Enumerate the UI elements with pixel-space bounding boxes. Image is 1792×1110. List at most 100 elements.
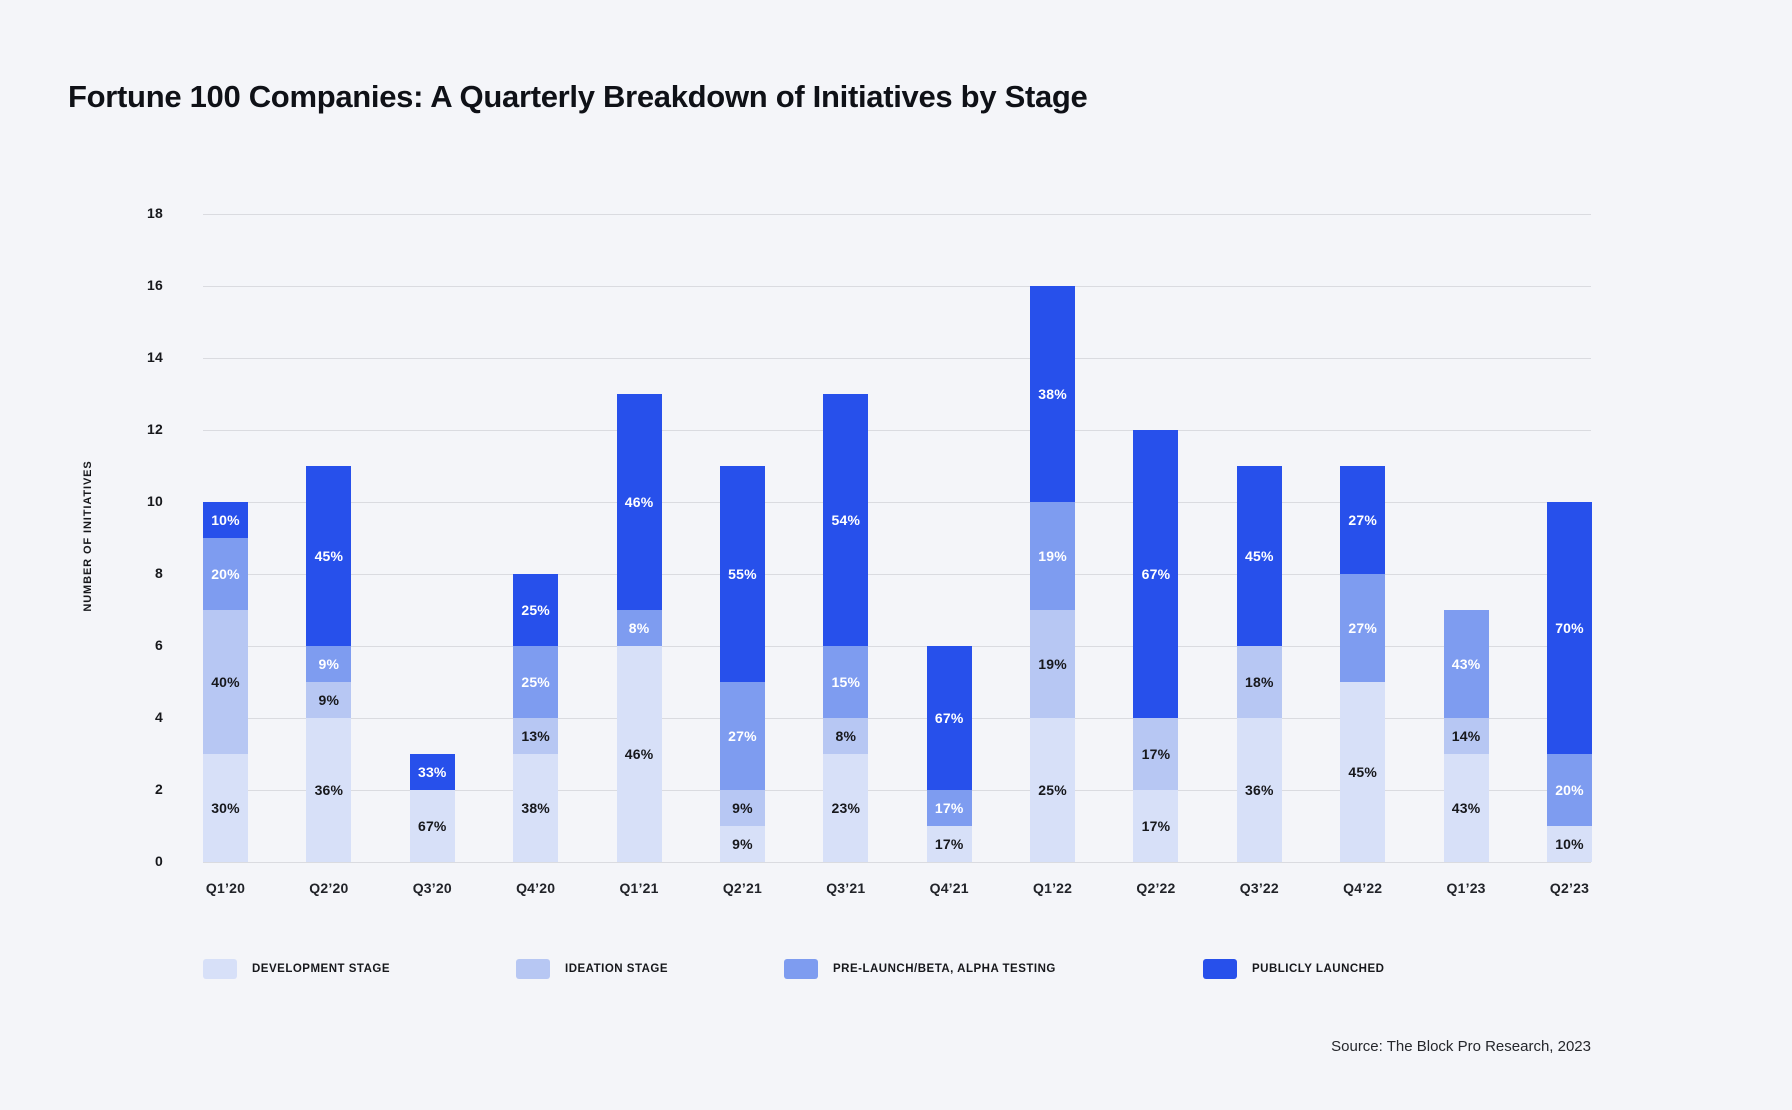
bar-segment-label: 10% bbox=[1555, 836, 1584, 852]
bar-segment: 27% bbox=[719, 682, 765, 790]
bar-segment: 45% bbox=[1340, 682, 1386, 862]
bar-segment-label: 8% bbox=[628, 620, 650, 636]
bar-segment: 10% bbox=[1547, 826, 1592, 862]
bar-segment-label: 45% bbox=[314, 548, 344, 564]
x-tick-label: Q2’22 bbox=[1136, 880, 1176, 896]
bar-segment-label: 67% bbox=[417, 818, 447, 834]
bar-segment-label: 17% bbox=[934, 836, 964, 852]
bar-segment-label: 9% bbox=[732, 836, 753, 852]
bar-segment-label: 27% bbox=[728, 728, 757, 744]
bar-segment-label: 55% bbox=[728, 566, 757, 582]
bar-segment: 17% bbox=[1133, 718, 1179, 790]
bar-segment-label: 45% bbox=[1245, 548, 1274, 564]
bar-segment-label: 20% bbox=[1555, 782, 1584, 798]
grid-line bbox=[203, 429, 1591, 431]
bar-segment-label: 8% bbox=[835, 728, 857, 744]
bar-segment: 40% bbox=[203, 610, 248, 754]
x-tick-label: Q1’23 bbox=[1446, 880, 1486, 896]
x-tick-label: Q3’21 bbox=[826, 880, 866, 896]
bar-segment: 9% bbox=[719, 790, 765, 826]
bar-segment: 20% bbox=[1547, 754, 1592, 826]
bar-segment-label: 15% bbox=[831, 674, 861, 690]
bar-segment-label: 46% bbox=[624, 494, 654, 510]
bar-segment-label: 67% bbox=[934, 710, 964, 726]
bar-segment: 67% bbox=[1133, 430, 1179, 718]
bar-segment: 55% bbox=[719, 466, 765, 682]
legend-label: PUBLICLY LAUNCHED bbox=[1252, 963, 1385, 975]
bar-segment-label: 17% bbox=[934, 800, 964, 816]
bar-segment: 9% bbox=[306, 646, 352, 682]
bar-segment: 13% bbox=[513, 718, 559, 754]
y-tick-label: 2 bbox=[155, 781, 163, 797]
bar-segment: 8% bbox=[823, 718, 869, 754]
bar-segment: 30% bbox=[203, 754, 248, 862]
bar-segment-label: 18% bbox=[1245, 674, 1274, 690]
legend-swatch bbox=[203, 959, 237, 979]
x-tick-label: Q2’21 bbox=[722, 880, 762, 896]
y-tick-label: 4 bbox=[155, 709, 163, 725]
bar-segment-label: 70% bbox=[1555, 620, 1584, 636]
y-tick-label: 16 bbox=[147, 277, 163, 293]
grid-line bbox=[203, 357, 1591, 359]
x-tick-label: Q4’20 bbox=[516, 880, 556, 896]
legend-label: PRE-LAUNCH/BETA, ALPHA TESTING bbox=[833, 963, 1056, 975]
bar-segment-label: 38% bbox=[521, 800, 550, 816]
bar-segment: 43% bbox=[1443, 754, 1489, 862]
bar-segment: 36% bbox=[306, 718, 352, 862]
bar-segment: 8% bbox=[616, 610, 662, 646]
y-tick-label: 12 bbox=[147, 421, 163, 437]
bar-segment: 9% bbox=[306, 682, 352, 718]
grid-line bbox=[203, 213, 1591, 215]
chart-title: Fortune 100 Companies: A Quarterly Break… bbox=[68, 78, 1088, 114]
bar-segment: 27% bbox=[1340, 466, 1386, 574]
legend-item: DEVELOPMENT STAGE bbox=[203, 958, 390, 980]
y-tick-label: 6 bbox=[155, 637, 163, 653]
grid-line bbox=[203, 285, 1591, 287]
bar-segment: 17% bbox=[926, 790, 972, 826]
bar-segment: 67% bbox=[926, 646, 972, 790]
legend-label: IDEATION STAGE bbox=[565, 963, 669, 975]
bar-segment: 45% bbox=[1236, 466, 1282, 646]
bar-segment-label: 23% bbox=[831, 800, 861, 816]
bar-segment-label: 36% bbox=[314, 782, 344, 798]
legend-item: PUBLICLY LAUNCHED bbox=[1203, 958, 1384, 980]
x-tick-label: Q1’22 bbox=[1033, 880, 1073, 896]
x-tick-label: Q4’21 bbox=[929, 880, 969, 896]
bar-segment-label: 40% bbox=[211, 674, 240, 690]
y-axis-title: NUMBER OF INITIATIVES bbox=[82, 460, 94, 612]
bar-segment-label: 25% bbox=[1038, 782, 1067, 798]
x-tick-label: Q3’22 bbox=[1239, 880, 1279, 896]
bar-segment-label: 36% bbox=[1245, 782, 1274, 798]
grid-line bbox=[203, 501, 1591, 503]
bar-segment: 46% bbox=[616, 646, 662, 862]
x-tick-label: Q1’21 bbox=[619, 880, 659, 896]
bar-segment-label: 27% bbox=[1348, 620, 1378, 636]
x-tick-label: Q2’20 bbox=[309, 880, 349, 896]
bar-segment-label: 14% bbox=[1451, 728, 1481, 744]
bar-segment-label: 30% bbox=[211, 800, 240, 816]
x-tick-label: Q1’20 bbox=[205, 880, 246, 896]
bar-segment-label: 20% bbox=[211, 566, 240, 582]
grid-line bbox=[203, 789, 1591, 791]
bar-segment: 45% bbox=[306, 466, 352, 646]
bar-segment: 43% bbox=[1443, 610, 1489, 718]
bar-segment-label: 17% bbox=[1141, 746, 1171, 762]
bar-segment: 15% bbox=[823, 646, 869, 718]
bar-segment: 36% bbox=[1236, 718, 1282, 862]
bar-segment: 17% bbox=[1133, 790, 1179, 862]
bar-segment-label: 9% bbox=[732, 800, 753, 816]
y-tick-label: 14 bbox=[147, 349, 163, 365]
legend-swatch bbox=[1203, 959, 1237, 979]
bar-segment: 38% bbox=[513, 754, 559, 862]
y-tick-label: 8 bbox=[155, 565, 163, 581]
bar-segment: 38% bbox=[1030, 286, 1076, 502]
bar-segment: 19% bbox=[1030, 502, 1076, 610]
bar-segment-label: 33% bbox=[417, 764, 447, 780]
bar-segment: 10% bbox=[203, 502, 248, 538]
bar-segment-label: 43% bbox=[1451, 656, 1481, 672]
bar-segment: 33% bbox=[409, 754, 455, 790]
bar-segment-label: 9% bbox=[318, 656, 340, 672]
bar-segment-label: 38% bbox=[1038, 386, 1067, 402]
bar-segment: 25% bbox=[1030, 718, 1076, 862]
bar-segment: 25% bbox=[513, 574, 559, 646]
